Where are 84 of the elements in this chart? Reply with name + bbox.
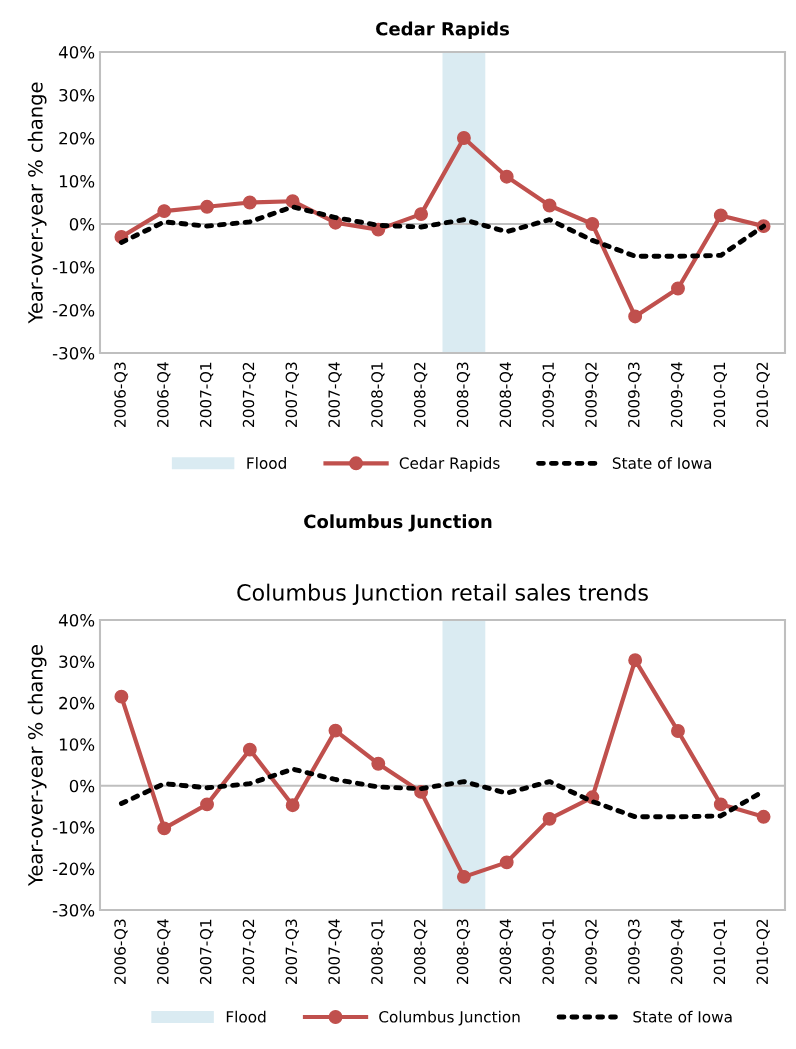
y-tick-label: -20%: [52, 303, 95, 317]
y-tick-label: 10%: [59, 174, 95, 188]
x-tick-label: 2009-Q4: [670, 362, 685, 427]
point: [671, 281, 685, 296]
x-tick-label: 2008-Q3: [456, 919, 471, 984]
point: [628, 309, 643, 324]
y-tick-label: -30%: [52, 903, 95, 917]
x-tick-label: 2006-Q4: [157, 362, 171, 427]
x-tick-label: 2007-Q4: [328, 919, 342, 984]
x-tick-label: 2008-Q1: [371, 919, 385, 984]
point: [713, 797, 728, 812]
y-tick-label: -20%: [52, 862, 95, 876]
x-tick-label: 2009-Q3: [628, 919, 642, 984]
legend-label: Cedar Rapids: [399, 457, 500, 472]
x-tick-label: 2009-Q2: [585, 362, 599, 427]
x-tick-label: 2009-Q2: [585, 919, 599, 984]
x-tick-label: 2010-Q2: [756, 919, 770, 984]
x-tick-label: 2007-Q3: [285, 362, 299, 427]
legend-label: Columbus Junction: [379, 1010, 520, 1026]
x-tick-label: 2010-Q1: [713, 362, 727, 427]
x-tick-label: 2006-Q3: [114, 919, 128, 984]
chart-title: Cedar Rapids: [376, 21, 509, 40]
legend-label: Flood: [247, 457, 286, 469]
x-tick-label: 2006-Q3: [114, 362, 128, 427]
y-tick-label: 0%: [69, 217, 95, 231]
y-tick-label: -30%: [52, 346, 95, 360]
point: [499, 855, 514, 870]
x-tick-label: 2009-Q4: [670, 919, 685, 984]
y-tick-label: 40%: [58, 613, 95, 627]
point: [285, 798, 300, 813]
point: [114, 689, 129, 704]
x-tick-label: 2007-Q2: [242, 362, 257, 427]
point: [671, 724, 685, 738]
point: [542, 198, 557, 213]
y-tick-label: 0%: [69, 779, 95, 793]
x-tick-label: 2008-Q2: [413, 362, 428, 427]
point: [242, 742, 257, 757]
point: [628, 653, 643, 668]
point: [200, 797, 214, 812]
y-tick-label: -10%: [52, 260, 95, 274]
x-tick-label: 2008-Q2: [413, 919, 428, 984]
point: [414, 207, 429, 222]
y-tick-label: 40%: [58, 45, 95, 59]
point: [157, 821, 172, 836]
chart-title: Columbus Junction: [304, 514, 492, 532]
x-tick-label: 2010-Q2: [756, 362, 770, 427]
point: [371, 756, 386, 771]
y-tick-label: 10%: [59, 738, 95, 751]
y-tick-label: 20%: [59, 696, 95, 710]
y-tick-label: 20%: [59, 131, 95, 145]
x-tick-label: 2010-Q1: [713, 919, 727, 984]
x-tick-label: 2008-Q4: [499, 919, 513, 984]
y-tick-label: 30%: [59, 655, 95, 668]
legend-label: State of Iowa: [633, 1010, 732, 1023]
point: [542, 811, 557, 826]
x-tick-label: 2007-Q3: [285, 919, 299, 984]
point: [756, 809, 771, 824]
point: [585, 217, 600, 231]
point: [200, 199, 214, 214]
point: [328, 723, 343, 738]
x-tick-label: 2009-Q3: [628, 362, 642, 427]
legend-label: Flood: [226, 1010, 266, 1023]
x-tick-label: 2009-Q1: [542, 919, 556, 984]
point: [499, 169, 514, 184]
x-tick-label: 2006-Q4: [157, 919, 171, 984]
point: [456, 131, 471, 145]
y-tick-label: 30%: [59, 88, 95, 102]
y-axis-title: Year-over-year % change: [27, 645, 47, 886]
chart-subtitle: Columbus Junction retail sales trends: [237, 583, 648, 605]
point: [713, 208, 728, 223]
x-tick-label: 2007-Q1: [199, 919, 214, 984]
x-tick-label: 2009-Q1: [542, 362, 556, 427]
x-tick-label: 2007-Q2: [242, 919, 257, 984]
x-tick-label: 2008-Q1: [371, 362, 385, 427]
point: [456, 869, 471, 884]
legend-label: State of Iowa: [612, 457, 712, 469]
point: [157, 204, 172, 219]
x-tick-label: 2008-Q3: [456, 362, 471, 427]
point: [242, 195, 257, 210]
y-axis-title: Year-over-year % change: [27, 82, 47, 324]
x-tick-label: 2007-Q4: [328, 362, 342, 427]
x-tick-label: 2008-Q4: [499, 362, 513, 427]
y-tick-label: -10%: [52, 821, 95, 834]
x-tick-label: 2007-Q1: [199, 362, 214, 427]
